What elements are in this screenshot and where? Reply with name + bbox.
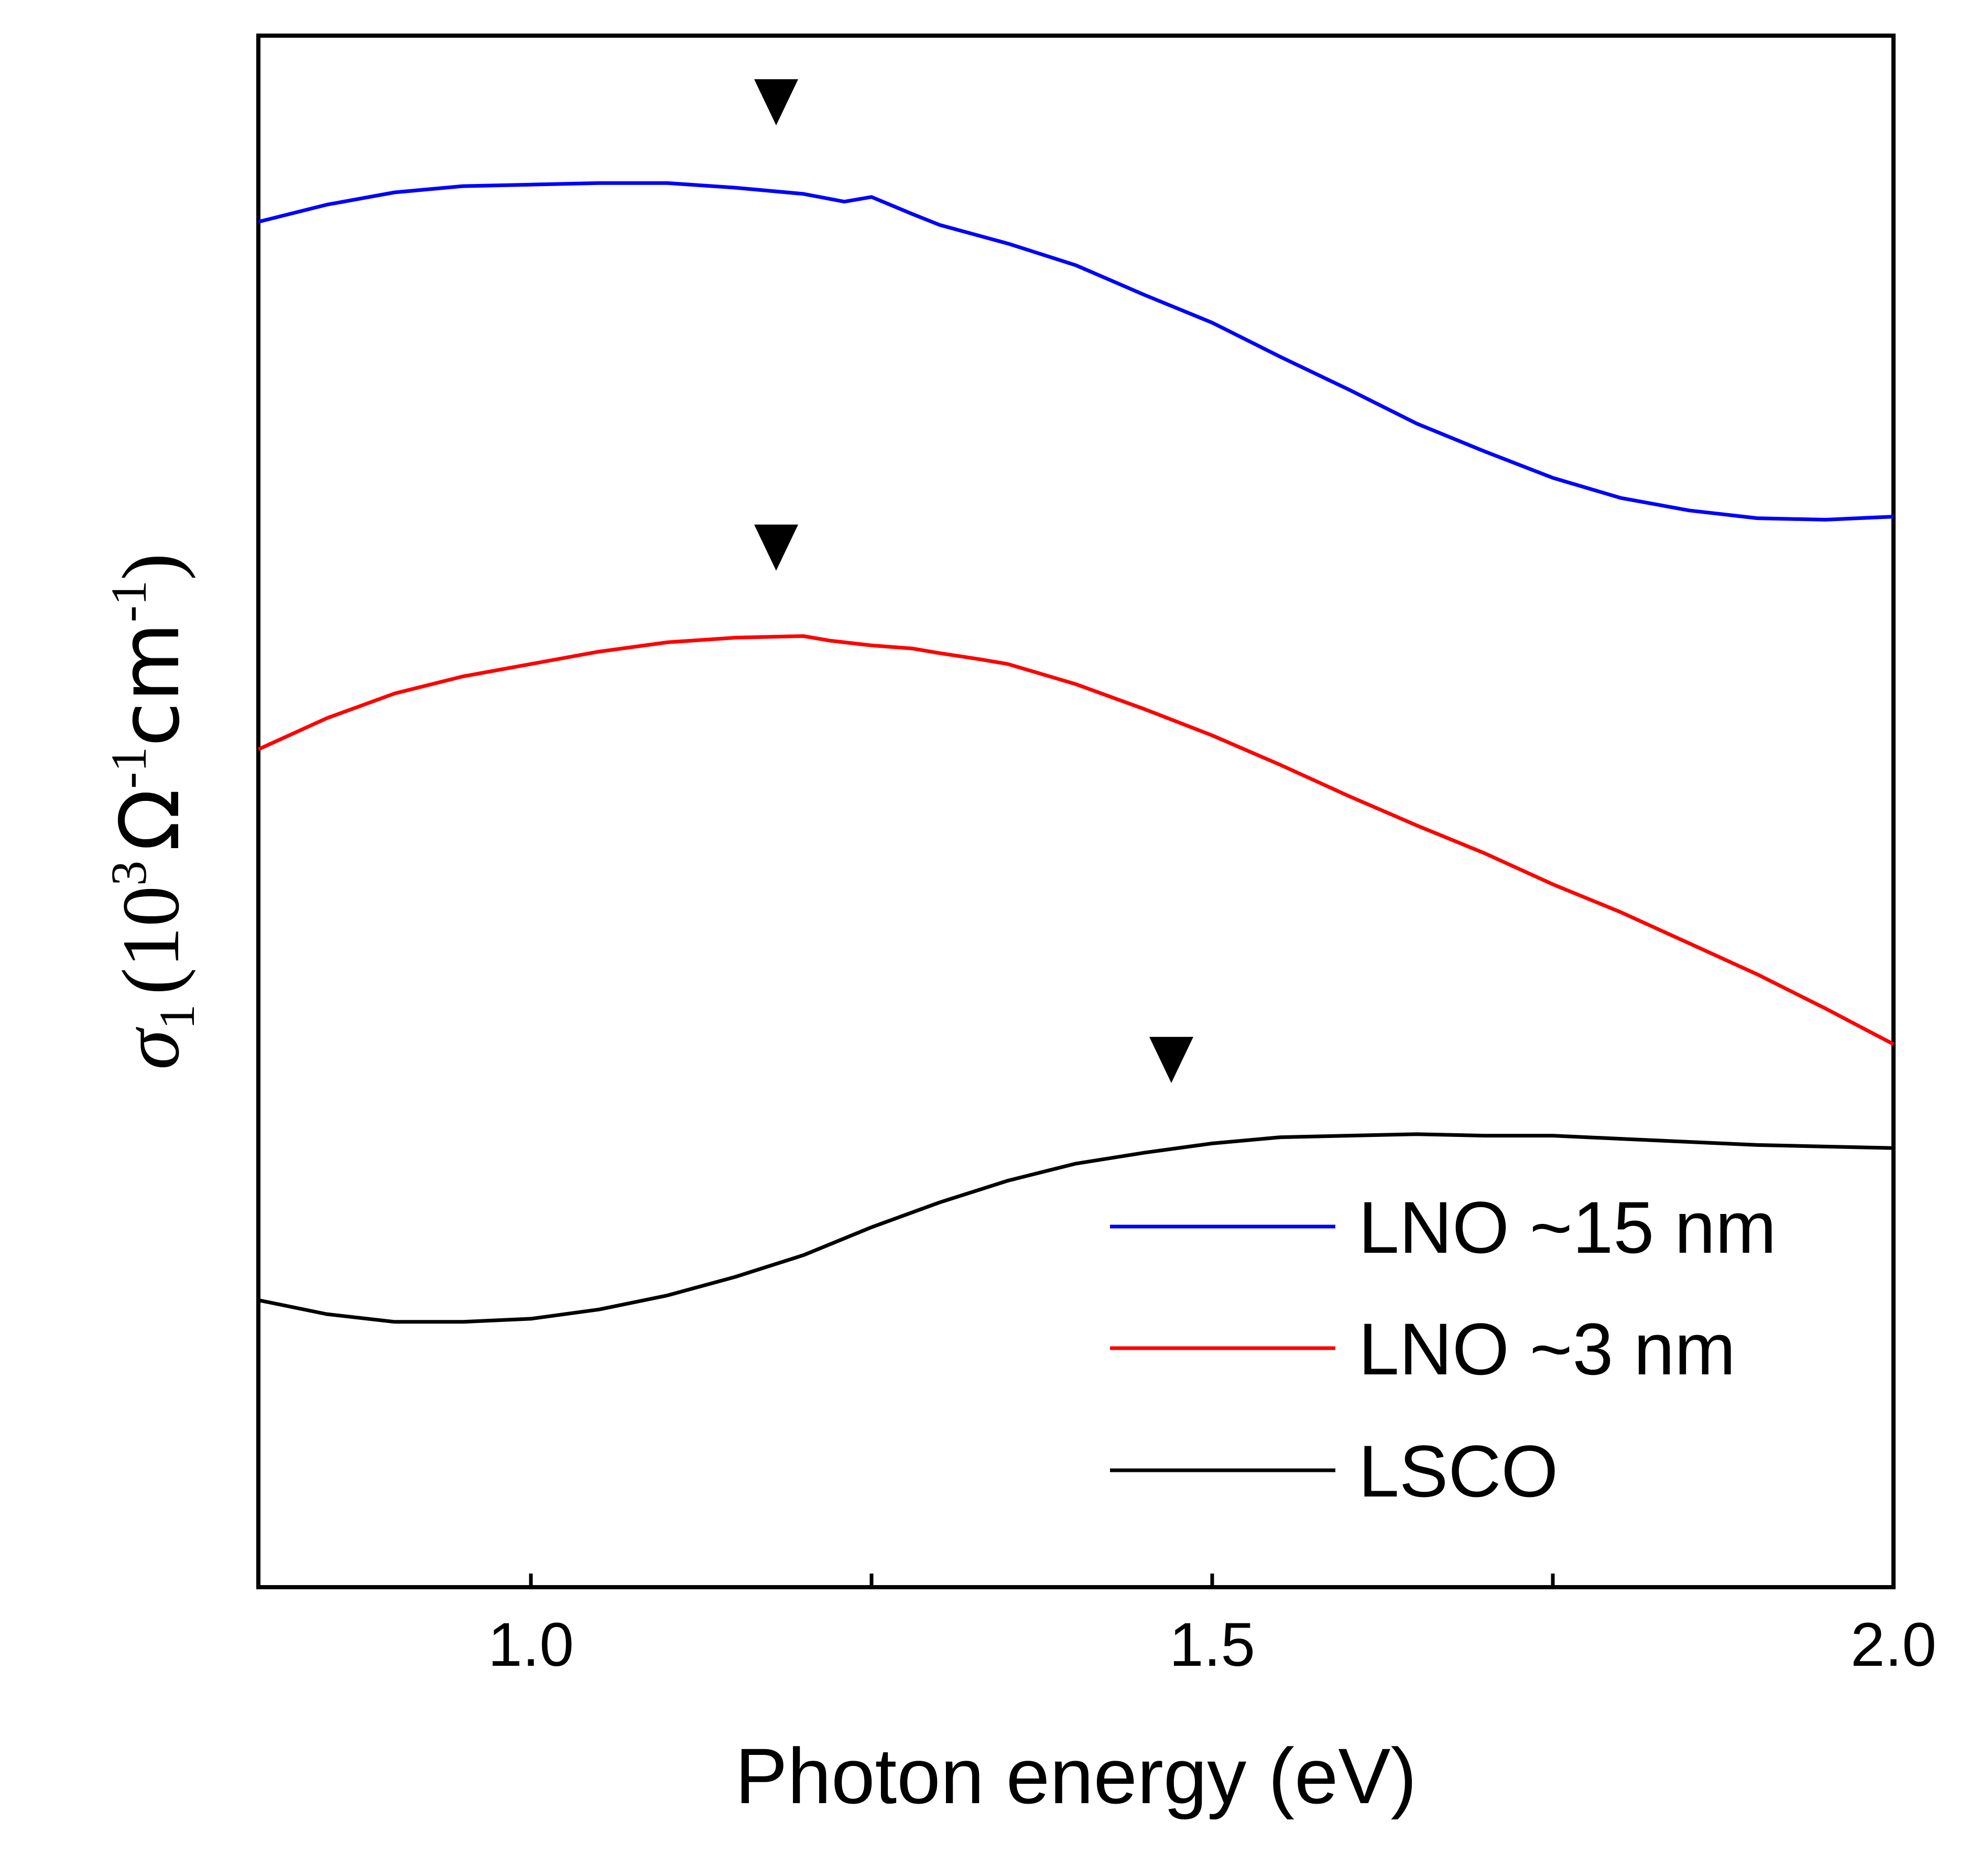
ylabel-cm: cm [102,622,198,747]
series-line-lno-3-nm [257,634,1895,1046]
series-line-lno-15-nm [258,181,1894,522]
peak-marker-lno-15-nm [754,79,798,126]
ylabel-exp-neg1-b: -1 [101,580,157,622]
ylabel-exp-neg1-a: -1 [101,747,157,789]
peak-marker-layer [754,79,1193,1083]
ylabel-sigma: σ [105,1027,196,1070]
ylabel-exp3: 3 [101,861,157,886]
x-tick-label-1-5: 1.5 [1169,1610,1255,1679]
ylabel-open: (10 [105,886,196,995]
legend: LNO ~15 nm LNO ~3 nm LSCO [1110,1186,1777,1512]
x-axis-ticks: 1.0 1.5 2.0 [488,1574,1936,1679]
y-axis-title: σ1(103Ω-1cm-1) [101,553,205,1070]
x-tick-label-1-0: 1.0 [488,1610,574,1679]
x-tick-label-2-0: 2.0 [1851,1610,1936,1679]
plot-frame [256,34,1896,1589]
legend-label-lno-3nm: LNO ~3 nm [1358,1308,1736,1390]
peak-marker-lno-3-nm [754,524,798,571]
peak-marker-lsco [1149,1037,1193,1083]
ylabel-close: ) [105,553,196,580]
series-line-lsco [258,1132,1894,1324]
svg-text:σ1(103Ω-1cm-1): σ1(103Ω-1cm-1) [101,553,205,1070]
ylabel-omega: Ω [102,789,198,851]
legend-label-lsco: LSCO [1358,1430,1558,1512]
series-layer [257,181,1895,1324]
legend-label-lno-15nm: LNO ~15 nm [1358,1186,1777,1268]
x-axis-title: Photon energy (eV) [735,1732,1417,1820]
ylabel-sigma-sub: 1 [149,1004,205,1029]
